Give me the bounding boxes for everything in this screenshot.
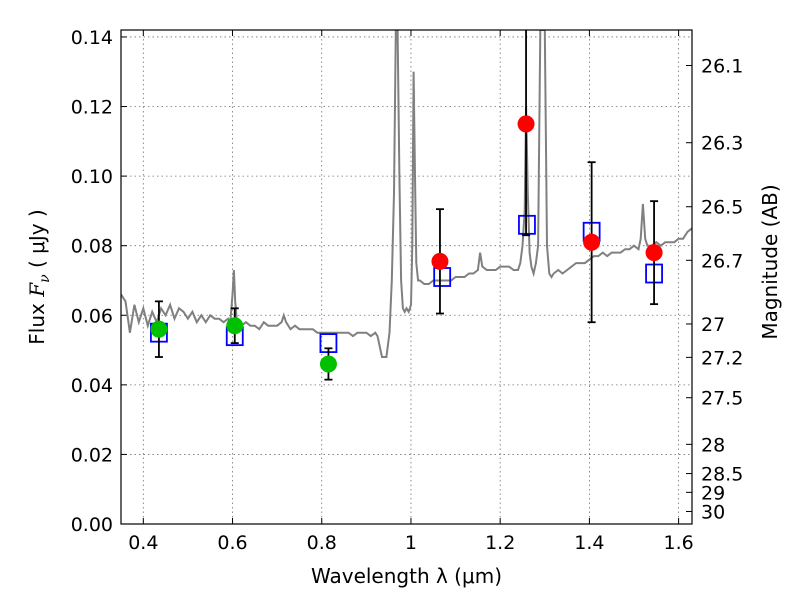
y-tick-label: 0.14 <box>71 27 113 49</box>
x-tick-label: 0.8 <box>307 532 337 554</box>
grid-layer <box>121 30 692 524</box>
y-tick-label: 0.08 <box>71 236 113 258</box>
data-points <box>150 115 663 373</box>
optical-data-point <box>319 355 337 373</box>
nir-data-point <box>583 233 601 251</box>
magnitude-tick-label: 29 <box>701 482 725 504</box>
y-axis: 0.00 0.02 0.04 0.06 0.08 0.10 0.12 0.14 <box>71 27 127 536</box>
model-photometry-square <box>433 267 452 287</box>
nir-data-point <box>517 115 535 133</box>
x-tick-label: 0.4 <box>128 532 158 554</box>
y-axis-label-subscript: ν <box>37 274 53 283</box>
magnitude-tick-label: 30 <box>701 501 725 523</box>
magnitude-tick-label: 27 <box>701 314 725 336</box>
y-axis-label: Flux Fν ( μJy ) <box>25 209 53 344</box>
x-tick-label: 1 <box>405 532 417 554</box>
magnitude-tick-label: 26.7 <box>701 250 743 272</box>
optical-data-point <box>226 317 244 335</box>
x-tick-label: 1.2 <box>485 532 515 554</box>
y-axis-label-symbol: F <box>25 282 49 298</box>
plot-frame <box>120 29 693 525</box>
y-tick-label: 0.06 <box>71 305 113 327</box>
x-axis: 0.4 0.6 0.8 1 1.2 1.4 1.6 <box>128 30 694 554</box>
magnitude-axis-label: Magnitude (AB) <box>758 184 782 339</box>
y-tick-label: 0.12 <box>71 97 113 119</box>
magnitude-tick-label: 28 <box>701 434 725 456</box>
optical-data-point <box>150 320 168 338</box>
y-tick-label: 0.10 <box>71 166 113 188</box>
nir-data-point <box>645 244 663 262</box>
model-photometry-markers <box>150 214 663 353</box>
x-tick-label: 1.6 <box>664 532 694 554</box>
magnitude-tick-label: 27.2 <box>701 347 743 369</box>
y-tick-label: 0.02 <box>71 444 113 466</box>
magnitude-tick-label: 28.5 <box>701 464 743 486</box>
magnitude-tick-label: 27.5 <box>701 388 743 410</box>
x-tick-label: 0.6 <box>217 532 247 554</box>
magnitude-tick-label: 26.1 <box>701 55 743 77</box>
spectrum-line <box>121 30 692 358</box>
y-tick-label: 0.04 <box>71 375 113 397</box>
y-tick-label: 0.00 <box>71 514 113 536</box>
nir-data-point <box>431 252 449 270</box>
plot-area <box>121 30 692 358</box>
y-axis-label-suffix: ( μJy ) <box>25 209 49 274</box>
y-axis-label-prefix: Flux <box>25 297 49 345</box>
magnitude-tick-label: 26.5 <box>701 197 743 219</box>
x-tick-label: 1.4 <box>574 532 604 554</box>
x-axis-label: Wavelength λ (μm) <box>311 564 502 588</box>
magnitude-tick-label: 26.3 <box>701 133 743 155</box>
